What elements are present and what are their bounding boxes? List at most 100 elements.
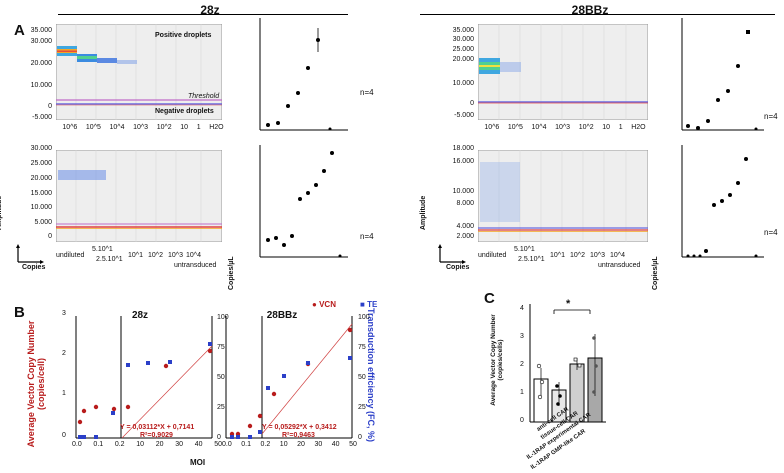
tr-copies-point — [686, 124, 690, 128]
bl-ytick-6: 0 — [48, 233, 52, 240]
copies-ul-label-left: Copies/µL — [228, 256, 235, 290]
b-left-xticks: 0.0 0.1 0.2 10 20 30 40 50 — [72, 441, 222, 448]
tl-copies-plot — [259, 18, 348, 131]
tr-copies-point — [736, 64, 740, 68]
b-left-ytick-right: 100 — [217, 314, 229, 321]
tl-copies-point — [286, 104, 290, 108]
tr-xtick: 10^5 — [507, 124, 523, 131]
br-xtick: 10^4 — [610, 252, 625, 259]
tr-xtick: 10 — [602, 124, 611, 131]
b-right-xtick: 0.0 — [222, 441, 232, 448]
tr-copies-point — [726, 89, 730, 93]
n-label-bottom-right: n=4 — [764, 228, 778, 237]
bl-ytick-3: 15.000 — [30, 190, 52, 197]
b-right-te-point — [266, 386, 270, 390]
b-left-vcn-point — [111, 406, 117, 412]
b-xlabel: MOI — [190, 458, 206, 467]
bl-copies-point — [298, 197, 302, 201]
br-xtick: 10^1 — [550, 252, 565, 259]
b-right-vcn-point — [247, 423, 253, 429]
bl-xtick: 10^2 — [148, 252, 163, 259]
positive-droplets-label: Positive droplets — [155, 32, 212, 39]
b-left-te-point — [168, 360, 172, 364]
bl-ddpcr-plot — [56, 150, 222, 242]
c-point — [594, 364, 598, 368]
b-right-xtick: 0.1 — [241, 441, 251, 448]
b-left-te-point — [126, 363, 130, 367]
b-left-te-point — [146, 361, 150, 365]
tr-ddpcr-plot — [478, 24, 648, 120]
b-left-vcn-point — [93, 404, 99, 410]
br-xtick: untransduced — [598, 262, 641, 269]
tl-copies-point — [328, 127, 332, 131]
br-copies-point — [704, 249, 708, 253]
c-ytick: 3 — [520, 333, 524, 340]
b-right-xticks: 0.0 0.1 0.2 10 20 30 40 50 — [222, 441, 357, 448]
panel-a-label: A — [14, 22, 25, 39]
b-right-ytick-right: 0 — [358, 434, 362, 441]
tr-copies-plot — [681, 18, 764, 131]
tl-xtick: 10^5 — [85, 124, 101, 131]
b-right-equation: Y = 0,05292*X + 0,3412 — [262, 424, 337, 431]
legend-te: ■ TE — [360, 300, 378, 309]
c-ytick: 0 — [520, 417, 524, 424]
b-right-xtick: 50 — [349, 441, 357, 448]
b-right-ytick-right: 100 — [358, 314, 370, 321]
tr-xtick: 10^6 — [484, 124, 500, 131]
b-left-ytick-right: 50 — [217, 374, 225, 381]
tl-xtick: H2O — [209, 124, 224, 131]
br-copies-point — [736, 181, 740, 185]
tr-ytick-4: 10.000 — [452, 80, 474, 87]
c-point — [555, 384, 559, 388]
br-xticks: undiluted 5.10^1 2.5.10^1 10^1 10^2 10^3… — [478, 246, 648, 270]
tr-xtick: 10^2 — [578, 124, 594, 131]
tr-copies-point — [696, 126, 700, 130]
bl-copies-point — [290, 234, 294, 238]
br-xtick: 10^3 — [590, 252, 605, 259]
tl-ytick-2: 20.000 — [30, 60, 52, 67]
n-label-top-left: n=4 — [360, 88, 374, 97]
b-left-xtick: 0.0 — [72, 441, 82, 448]
bl-ytick-4: 10.000 — [30, 204, 52, 211]
b-right-ytick-right: 25 — [358, 404, 366, 411]
b-left-xtick: 30 — [175, 441, 184, 448]
br-ytick-2: 10.000 — [452, 188, 474, 195]
c-point — [592, 336, 596, 340]
b-right-vcn-point — [257, 413, 263, 419]
br-xtick: undiluted — [478, 252, 507, 259]
b-left-te-point — [208, 342, 212, 346]
n-label-bottom-left: n=4 — [360, 232, 374, 241]
tr-ytick-0: 35.000 — [452, 27, 474, 34]
tl-xtick: 10^6 — [62, 124, 78, 131]
b-left-vcn-point — [77, 419, 83, 425]
b-right-xtick: 40 — [331, 441, 340, 448]
header-line-right — [420, 14, 775, 15]
b-right-chart — [225, 316, 353, 439]
bl-xtick: 10^4 — [186, 252, 201, 259]
tl-ytick-4: 0 — [48, 103, 52, 110]
tl-ytick-5: -5.000 — [32, 114, 52, 121]
bl-copies-point — [282, 243, 286, 247]
legend-vcn-label: VCN — [319, 300, 336, 309]
n-label-top-right: n=4 — [764, 112, 778, 121]
title-28bbz: 28BBz — [571, 3, 609, 17]
tr-xticks: 10^6 10^5 10^4 10^3 10^2 10 1 H2O — [480, 124, 650, 131]
br-ddpcr-plot — [478, 150, 648, 242]
tl-copies-point — [266, 123, 270, 127]
b-left-r2: R²=0,9029 — [140, 432, 173, 439]
c-ylabel: Average Vector Copy Number (copies/cells… — [490, 300, 504, 420]
tr-copies-point — [716, 98, 720, 102]
b-left-te-point — [78, 435, 82, 439]
b-left-vcn-point — [163, 363, 169, 369]
tl-xtick: 10^3 — [133, 124, 149, 131]
b-left-equation: Y = 0,03112*X + 0,7141 — [120, 424, 195, 431]
br-ytick-3: 8.000 — [456, 200, 474, 207]
bl-copies-point — [274, 236, 278, 240]
c-ylabel-sub: (copies/cells) — [497, 339, 504, 381]
title-28z: 28z — [200, 3, 220, 17]
amplitude-label-left: Amplitude — [0, 195, 3, 230]
tl-copies-point — [306, 66, 310, 70]
tr-copies-point — [706, 119, 710, 123]
bl-xtick: undiluted — [56, 252, 85, 259]
tl-xticks: 10^6 10^5 10^4 10^3 10^2 10 1 H2O — [58, 124, 228, 131]
